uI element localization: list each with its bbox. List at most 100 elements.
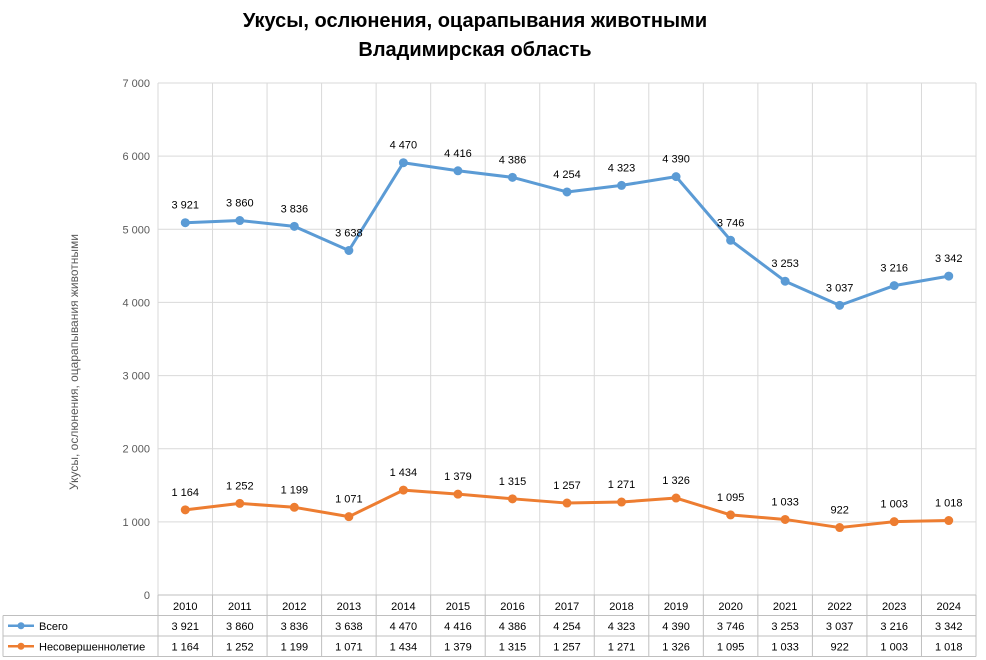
data-label: 4 390: [662, 154, 690, 166]
data-point: [835, 523, 845, 533]
table-cell: 3 342: [935, 621, 963, 633]
data-point: [889, 517, 899, 527]
legend-marker: [17, 642, 25, 650]
table-cell: 4 323: [608, 621, 636, 633]
table-cell: 3 746: [717, 621, 745, 633]
data-label: 1 095: [717, 492, 745, 504]
data-label: 1 033: [771, 496, 799, 508]
table-cell: 1 271: [608, 641, 636, 653]
table-cell: 1 033: [771, 641, 799, 653]
data-label: 3 746: [717, 217, 745, 229]
table-cell: 3 836: [281, 621, 309, 633]
x-tick-label: 2018: [609, 601, 633, 613]
data-label: 4 386: [499, 154, 527, 166]
data-point: [398, 485, 408, 495]
y-tick-label: 0: [144, 590, 150, 602]
data-point: [889, 281, 899, 291]
legend-label: Несовершеннолетие: [39, 641, 145, 653]
x-tick-label: 2023: [882, 601, 906, 613]
chart-title: Укусы, ослюнения, оцарапывания животными…: [243, 10, 707, 61]
y-tick-label: 4 000: [122, 297, 150, 309]
table-cell: 3 253: [771, 621, 799, 633]
y-tick-label: 6 000: [122, 151, 150, 163]
x-tick-label: 2014: [391, 601, 415, 613]
data-point: [562, 187, 572, 197]
data-point: [835, 300, 845, 310]
table-cell: 1 071: [335, 641, 363, 653]
series-layer: [180, 158, 954, 533]
data-label: 3 342: [935, 253, 963, 265]
table-cell: 1 003: [880, 641, 908, 653]
table-cell: 3 921: [172, 621, 200, 633]
data-label: 3 860: [226, 198, 254, 210]
data-point: [617, 497, 627, 507]
data-label: 1 018: [935, 498, 963, 510]
chart-title-line: Укусы, ослюнения, оцарапывания животными: [243, 10, 707, 32]
table-cell: 1 315: [499, 641, 527, 653]
data-point: [344, 512, 354, 522]
data-label: 3 638: [335, 227, 363, 239]
x-tick-label: 2019: [664, 601, 688, 613]
data-label: 3 037: [826, 282, 854, 294]
legend-label: Всего: [39, 621, 68, 633]
x-tick-label: 2011: [228, 601, 252, 613]
data-point: [944, 271, 954, 281]
x-tick-label: 2015: [446, 601, 470, 613]
legend-marker: [17, 622, 25, 630]
y-tick-label: 3 000: [122, 371, 150, 383]
y-axis-title: Укусы, ослюнения, оцарапывания животными: [67, 234, 81, 490]
x-tick-label: 2012: [282, 601, 306, 613]
table-cell: 1 252: [226, 641, 254, 653]
data-point: [617, 180, 627, 190]
y-axis-title-text: Укусы, ослюнения, оцарапывания животными: [67, 234, 81, 490]
x-tick-label: 2010: [173, 601, 197, 613]
data-label: 1 071: [335, 494, 363, 506]
data-label: 4 323: [608, 162, 636, 174]
x-tick-label: 2024: [936, 601, 960, 613]
data-point: [944, 516, 954, 526]
data-point: [671, 493, 681, 503]
data-label: 1 003: [880, 499, 908, 511]
data-point: [180, 218, 190, 228]
data-point: [453, 166, 463, 176]
data-label: 1 379: [444, 471, 472, 483]
data-point: [726, 510, 736, 520]
data-point: [235, 216, 245, 226]
gridlines: [157, 82, 977, 595]
data-label: 3 921: [172, 200, 200, 212]
data-label: 4 254: [553, 169, 581, 181]
table-cell: 1 018: [935, 641, 963, 653]
data-label: 1 434: [390, 467, 418, 479]
data-point: [289, 221, 299, 231]
data-label: 4 470: [390, 140, 418, 152]
table-cell: 922: [830, 641, 848, 653]
table-cell: 3 860: [226, 621, 254, 633]
table-cell: 1 257: [553, 641, 581, 653]
table-cell: 1 326: [662, 641, 690, 653]
data-point: [344, 245, 354, 255]
y-axis: 0 1 000 2 000 3 000 4 000 5 000 6 000 7 000: [122, 78, 150, 602]
data-label: 1 326: [662, 475, 690, 487]
x-tick-label: 2016: [500, 601, 524, 613]
data-label: 4 416: [444, 148, 472, 160]
data-point: [180, 505, 190, 515]
data-label: 1 271: [608, 479, 636, 491]
data-point: [780, 276, 790, 286]
data-point: [289, 502, 299, 512]
x-tick-label: 2013: [337, 601, 361, 613]
data-labels: 3 921 3 860 3 836 3 638 4 470 4 416 4 386 4 254…: [172, 140, 963, 517]
table-cell: 4 390: [662, 621, 690, 633]
data-point: [780, 514, 790, 524]
y-tick-label: 2 000: [122, 444, 150, 456]
table-cell: 4 254: [553, 621, 581, 633]
table-cell: 1 095: [717, 641, 745, 653]
y-tick-label: 7 000: [122, 78, 150, 90]
data-label: 3 253: [771, 258, 799, 270]
x-tick-label: 2017: [555, 601, 579, 613]
data-point: [235, 498, 245, 508]
data-point: [398, 158, 408, 168]
data-label: 1 257: [553, 480, 581, 492]
data-table: 2010 2011 2012 2013 2014 2015 2016 2017 2018 2019…: [2, 594, 977, 657]
